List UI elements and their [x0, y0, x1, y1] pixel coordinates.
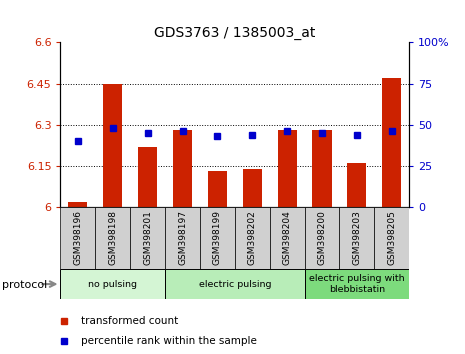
Text: electric pulsing with
blebbistatin: electric pulsing with blebbistatin: [309, 274, 405, 294]
Bar: [382, 78, 401, 207]
Bar: [95, 207, 130, 269]
Bar: [312, 130, 332, 207]
Text: protocol: protocol: [2, 280, 47, 290]
Text: GSM398204: GSM398204: [283, 210, 292, 265]
Bar: [305, 269, 409, 299]
Bar: [278, 130, 297, 207]
Text: percentile rank within the sample: percentile rank within the sample: [81, 336, 257, 346]
Text: no pulsing: no pulsing: [88, 280, 137, 289]
Bar: [270, 207, 305, 269]
Text: GSM398202: GSM398202: [248, 210, 257, 265]
Bar: [374, 207, 409, 269]
Text: GSM398199: GSM398199: [213, 210, 222, 265]
Title: GDS3763 / 1385003_at: GDS3763 / 1385003_at: [154, 26, 316, 40]
Text: transformed count: transformed count: [81, 316, 178, 326]
Bar: [68, 202, 87, 207]
Bar: [305, 207, 339, 269]
Bar: [130, 207, 165, 269]
Text: GSM398201: GSM398201: [143, 210, 152, 265]
Text: GSM398205: GSM398205: [387, 210, 396, 265]
Bar: [138, 147, 157, 207]
Bar: [165, 207, 200, 269]
Text: GSM398196: GSM398196: [73, 210, 82, 265]
Bar: [103, 84, 122, 207]
Bar: [243, 169, 262, 207]
Bar: [339, 207, 374, 269]
Text: GSM398203: GSM398203: [352, 210, 361, 265]
Bar: [235, 207, 270, 269]
Bar: [200, 207, 235, 269]
Bar: [208, 171, 227, 207]
Text: GSM398200: GSM398200: [318, 210, 326, 265]
Bar: [347, 163, 366, 207]
Text: electric pulsing: electric pulsing: [199, 280, 271, 289]
Bar: [165, 269, 305, 299]
Bar: [173, 130, 192, 207]
Bar: [60, 269, 165, 299]
Text: GSM398198: GSM398198: [108, 210, 117, 265]
Bar: [60, 207, 95, 269]
Text: GSM398197: GSM398197: [178, 210, 187, 265]
